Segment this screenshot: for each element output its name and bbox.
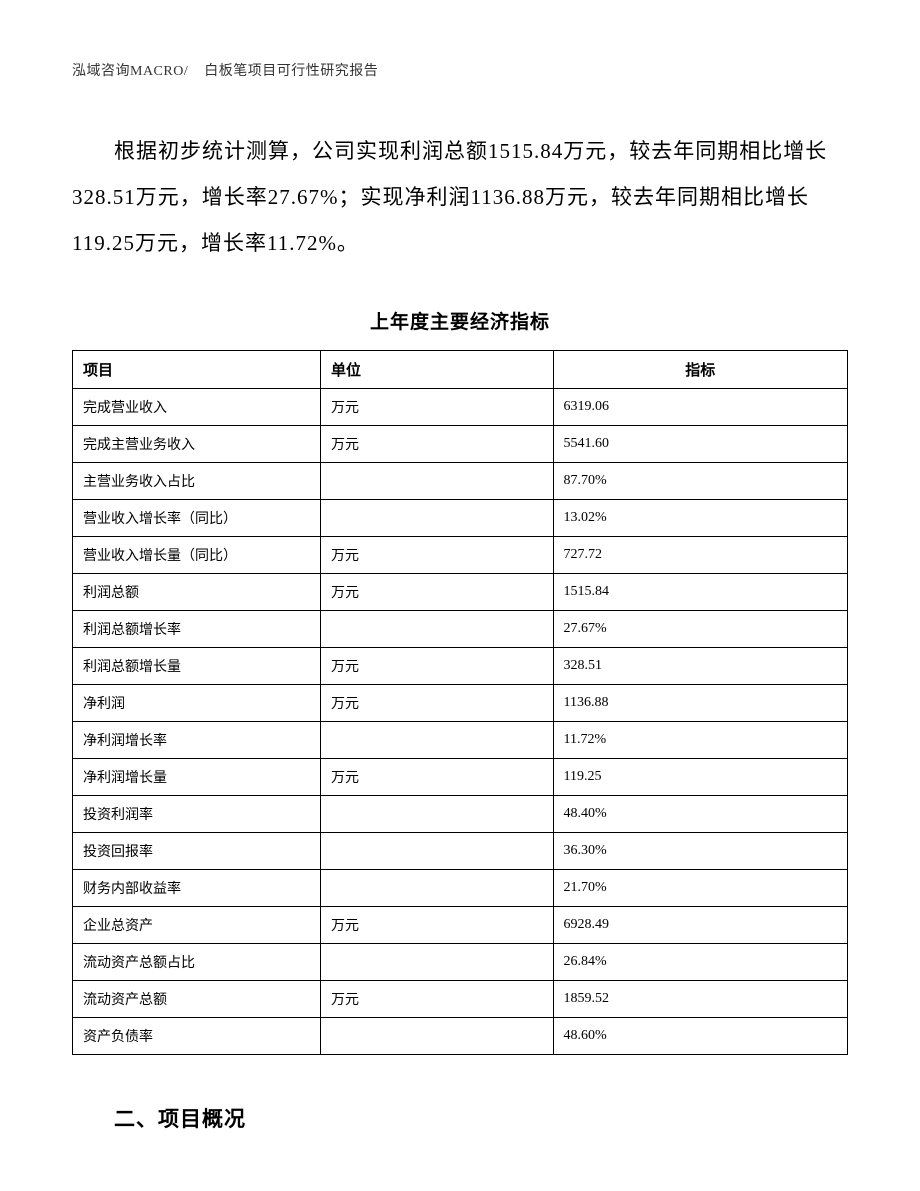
cell-value: 1136.88 bbox=[553, 684, 848, 721]
economic-indicators-table: 项目 单位 指标 完成营业收入 万元 6319.06 完成主营业务收入 万元 5… bbox=[72, 350, 848, 1055]
cell-unit: 万元 bbox=[321, 536, 554, 573]
table-body: 完成营业收入 万元 6319.06 完成主营业务收入 万元 5541.60 主营… bbox=[73, 388, 848, 1054]
cell-unit: 万元 bbox=[321, 758, 554, 795]
cell-item: 完成营业收入 bbox=[73, 388, 321, 425]
cell-unit: 万元 bbox=[321, 906, 554, 943]
cell-unit bbox=[321, 943, 554, 980]
cell-unit bbox=[321, 721, 554, 758]
cell-value: 48.60% bbox=[553, 1017, 848, 1054]
table-row: 企业总资产 万元 6928.49 bbox=[73, 906, 848, 943]
company-name: 泓域咨询MACRO/ bbox=[72, 64, 188, 79]
cell-item: 净利润增长率 bbox=[73, 721, 321, 758]
column-header-value: 指标 bbox=[553, 350, 848, 388]
cell-item: 主营业务收入占比 bbox=[73, 462, 321, 499]
table-header-row: 项目 单位 指标 bbox=[73, 350, 848, 388]
table-row: 财务内部收益率 21.70% bbox=[73, 869, 848, 906]
table-title: 上年度主要经济指标 bbox=[72, 307, 848, 334]
cell-item: 企业总资产 bbox=[73, 906, 321, 943]
table-row: 完成主营业务收入 万元 5541.60 bbox=[73, 425, 848, 462]
column-header-item: 项目 bbox=[73, 350, 321, 388]
cell-unit bbox=[321, 869, 554, 906]
cell-value: 87.70% bbox=[553, 462, 848, 499]
table-row: 净利润增长率 11.72% bbox=[73, 721, 848, 758]
cell-unit: 万元 bbox=[321, 980, 554, 1017]
cell-value: 48.40% bbox=[553, 795, 848, 832]
cell-value: 11.72% bbox=[553, 721, 848, 758]
cell-value: 727.72 bbox=[553, 536, 848, 573]
table-row: 利润总额增长量 万元 328.51 bbox=[73, 647, 848, 684]
cell-item: 利润总额 bbox=[73, 573, 321, 610]
table-row: 营业收入增长率（同比） 13.02% bbox=[73, 499, 848, 536]
cell-item: 营业收入增长率（同比） bbox=[73, 499, 321, 536]
cell-unit: 万元 bbox=[321, 425, 554, 462]
cell-item: 完成主营业务收入 bbox=[73, 425, 321, 462]
document-title: 白板笔项目可行性研究报告 bbox=[204, 64, 378, 79]
table-row: 资产负债率 48.60% bbox=[73, 1017, 848, 1054]
cell-unit bbox=[321, 462, 554, 499]
cell-item: 资产负债率 bbox=[73, 1017, 321, 1054]
cell-value: 13.02% bbox=[553, 499, 848, 536]
cell-unit bbox=[321, 499, 554, 536]
table-row: 利润总额增长率 27.67% bbox=[73, 610, 848, 647]
cell-item: 流动资产总额占比 bbox=[73, 943, 321, 980]
column-header-unit: 单位 bbox=[321, 350, 554, 388]
cell-unit bbox=[321, 610, 554, 647]
cell-value: 26.84% bbox=[553, 943, 848, 980]
table-row: 完成营业收入 万元 6319.06 bbox=[73, 388, 848, 425]
page-header: 泓域咨询MACRO/ 白板笔项目可行性研究报告 bbox=[72, 60, 848, 80]
section-heading: 二、项目概况 bbox=[72, 1103, 848, 1133]
cell-value: 21.70% bbox=[553, 869, 848, 906]
cell-value: 6928.49 bbox=[553, 906, 848, 943]
cell-item: 流动资产总额 bbox=[73, 980, 321, 1017]
table-row: 净利润 万元 1136.88 bbox=[73, 684, 848, 721]
table-row: 利润总额 万元 1515.84 bbox=[73, 573, 848, 610]
cell-unit: 万元 bbox=[321, 684, 554, 721]
cell-value: 6319.06 bbox=[553, 388, 848, 425]
cell-item: 投资利润率 bbox=[73, 795, 321, 832]
cell-value: 36.30% bbox=[553, 832, 848, 869]
cell-item: 利润总额增长率 bbox=[73, 610, 321, 647]
cell-value: 119.25 bbox=[553, 758, 848, 795]
table-row: 流动资产总额 万元 1859.52 bbox=[73, 980, 848, 1017]
cell-unit bbox=[321, 1017, 554, 1054]
cell-value: 27.67% bbox=[553, 610, 848, 647]
table-row: 投资回报率 36.30% bbox=[73, 832, 848, 869]
table-row: 投资利润率 48.40% bbox=[73, 795, 848, 832]
cell-value: 328.51 bbox=[553, 647, 848, 684]
cell-item: 净利润增长量 bbox=[73, 758, 321, 795]
table-row: 流动资产总额占比 26.84% bbox=[73, 943, 848, 980]
cell-item: 投资回报率 bbox=[73, 832, 321, 869]
cell-value: 1515.84 bbox=[553, 573, 848, 610]
cell-unit bbox=[321, 795, 554, 832]
summary-paragraph: 根据初步统计测算，公司实现利润总额1515.84万元，较去年同期相比增长328.… bbox=[72, 128, 848, 267]
cell-value: 1859.52 bbox=[553, 980, 848, 1017]
cell-unit: 万元 bbox=[321, 573, 554, 610]
cell-unit: 万元 bbox=[321, 388, 554, 425]
cell-unit: 万元 bbox=[321, 647, 554, 684]
cell-value: 5541.60 bbox=[553, 425, 848, 462]
table-row: 营业收入增长量（同比） 万元 727.72 bbox=[73, 536, 848, 573]
cell-item: 净利润 bbox=[73, 684, 321, 721]
table-row: 主营业务收入占比 87.70% bbox=[73, 462, 848, 499]
cell-unit bbox=[321, 832, 554, 869]
cell-item: 利润总额增长量 bbox=[73, 647, 321, 684]
cell-item: 财务内部收益率 bbox=[73, 869, 321, 906]
cell-item: 营业收入增长量（同比） bbox=[73, 536, 321, 573]
table-row: 净利润增长量 万元 119.25 bbox=[73, 758, 848, 795]
